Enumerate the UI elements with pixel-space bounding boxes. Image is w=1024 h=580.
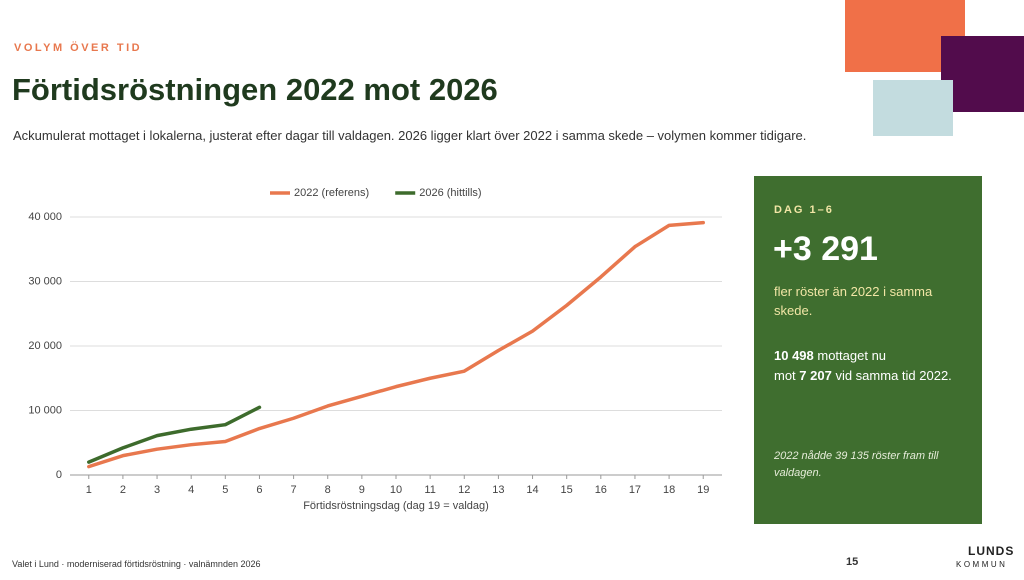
x-tick-label: 8 (325, 484, 331, 496)
x-tick-label: 15 (561, 484, 573, 496)
x-tick-label: 10 (390, 484, 402, 496)
card-big-number: +3 291 (773, 230, 878, 268)
title: Förtidsröstningen 2022 mot 2026 (12, 72, 498, 107)
x-tick-label: 19 (697, 484, 709, 496)
detail-now: 10 498 (774, 348, 814, 363)
detail-text: vid samma tid 2022. (831, 368, 952, 383)
x-tick-label: 14 (526, 484, 538, 496)
y-tick-label: 10 000 (28, 404, 62, 416)
deco-blue (873, 80, 953, 136)
series-line (87, 220, 705, 469)
x-tick-label: 3 (154, 484, 160, 496)
detail-then: 7 207 (799, 368, 832, 383)
kicker: VOLYM ÖVER TID (14, 42, 143, 54)
x-tick-label: 18 (663, 484, 675, 496)
card-note: 2022 nådde 39 135 röster fram till valda… (774, 450, 939, 479)
x-tick-label: 17 (629, 484, 641, 496)
y-tick-label: 0 (56, 469, 62, 481)
card-kicker: DAG 1–6 (774, 204, 834, 216)
x-tick-label: 11 (424, 484, 435, 496)
x-tick-label: 16 (595, 484, 607, 496)
y-tick-label: 20 000 (28, 340, 62, 352)
x-tick-label: 13 (492, 484, 504, 496)
series-line (87, 405, 262, 464)
detail-text: mot (774, 368, 800, 383)
x-tick-label: 12 (458, 484, 470, 496)
x-tick-label: 5 (222, 484, 228, 496)
y-tick-label: 40 000 (28, 211, 62, 223)
logo: KOMMUN (956, 560, 1008, 569)
card-detail: 10 498 mottaget nu mot 7 207 vid samma ti… (774, 346, 974, 386)
x-tick-label: 1 (86, 484, 92, 496)
x-axis-label: Förtidsröstningsdag (dag 19 = valdag) (303, 500, 489, 512)
legend-label: 2026 (hittills) (419, 187, 481, 199)
footer-source: Valet i Lund · moderniserad förtidsröstn… (12, 559, 261, 569)
x-tick-label: 6 (256, 484, 262, 496)
x-tick-label: 9 (359, 484, 365, 496)
logo: LUNDS (968, 544, 1015, 558)
x-tick-label: 7 (291, 484, 297, 496)
deco-purple (941, 36, 1024, 112)
x-tick-label: 2 (120, 484, 126, 496)
detail-text: mottaget nu (813, 348, 887, 363)
x-tick-label: 4 (188, 484, 194, 496)
y-tick-label: 30 000 (28, 275, 62, 287)
card-lead: fler röster än 2022 i samma skede. (774, 284, 933, 318)
summary-card: DAG 1–6 +3 291 fler röster än 2022 i sam… (754, 176, 982, 524)
subtitle: Ackumulerat mottaget i lokalerna, juster… (13, 128, 807, 143)
legend-label: 2022 (referens) (294, 187, 369, 199)
page-number: 15 (846, 556, 859, 568)
